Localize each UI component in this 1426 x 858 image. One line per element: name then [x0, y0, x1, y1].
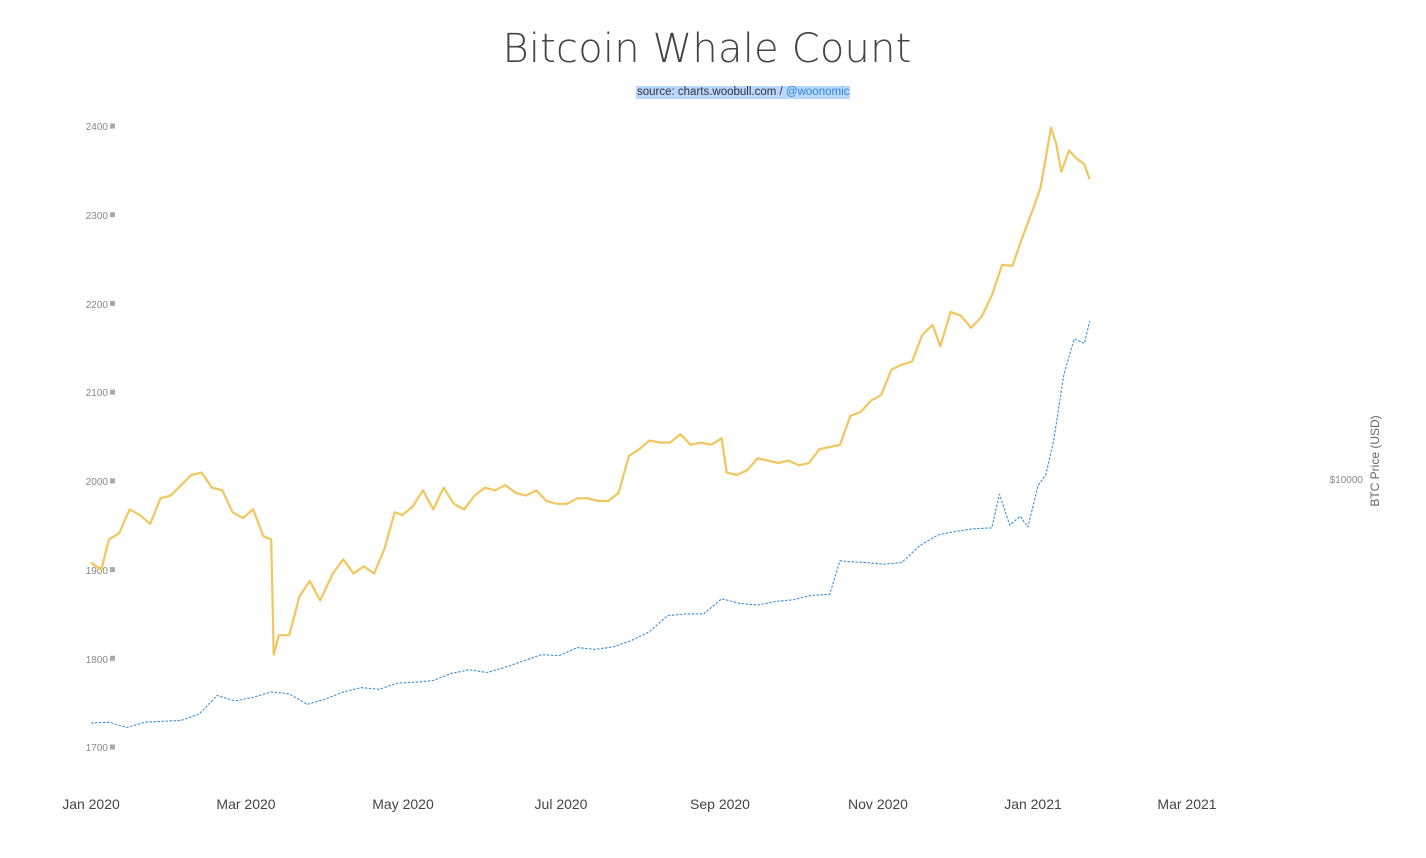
- y-tick-label: 2100: [86, 388, 109, 399]
- y-tick-label: 1800: [86, 655, 109, 666]
- source-prefix: source: charts.woobull.com /: [637, 86, 786, 98]
- y-tick-mark: [110, 567, 115, 573]
- x-tick-label: Jan 2021: [1004, 796, 1062, 812]
- y-tick-mark: [110, 389, 115, 395]
- y-tick-label: 2300: [86, 211, 109, 222]
- plot-area: [90, 126, 1091, 729]
- x-tick-label: Nov 2020: [848, 796, 908, 812]
- y2-tick-label: $10000: [1330, 475, 1364, 486]
- y-tick-mark: [110, 300, 115, 306]
- source-caption[interactable]: source: charts.woobull.com / @woonomic: [636, 86, 851, 99]
- y-tick-label: 2400: [86, 122, 109, 133]
- x-tick-label: May 2020: [372, 796, 434, 812]
- x-tick-label: Sep 2020: [690, 796, 750, 812]
- x-tick-label: Mar 2020: [216, 796, 275, 812]
- y-tick-label: 2000: [86, 477, 109, 488]
- y-tick-mark: [110, 123, 115, 129]
- btc-price-line[interactable]: [90, 126, 1091, 656]
- y-tick-label: 1700: [86, 743, 109, 754]
- y-axis-left: 2400 2300 2200 2100 2000 1900 1800 1700: [86, 122, 115, 754]
- y2-axis-label: BTC Price (USD): [1368, 415, 1382, 506]
- y-tick-mark: [110, 212, 115, 218]
- chart-title: Bitcoin Whale Count: [502, 26, 912, 72]
- y-tick-mark: [110, 655, 115, 661]
- y-tick-mark: [110, 478, 115, 484]
- x-tick-label: Mar 2021: [1157, 796, 1216, 812]
- y-tick-marks: [110, 123, 115, 750]
- y-tick-mark: [110, 744, 115, 750]
- whale-count-line[interactable]: [90, 321, 1091, 729]
- x-axis: Jan 2020 Mar 2020 May 2020 Jul 2020 Sep …: [62, 796, 1217, 812]
- x-tick-label: Jan 2020: [62, 796, 120, 812]
- y-tick-label: 2200: [86, 300, 109, 311]
- x-tick-label: Jul 2020: [535, 796, 588, 812]
- source-handle-link[interactable]: @woonomic: [785, 86, 850, 98]
- y-axis-right: $10000 BTC Price (USD): [1330, 415, 1382, 506]
- y-tick-label: 1900: [86, 566, 109, 577]
